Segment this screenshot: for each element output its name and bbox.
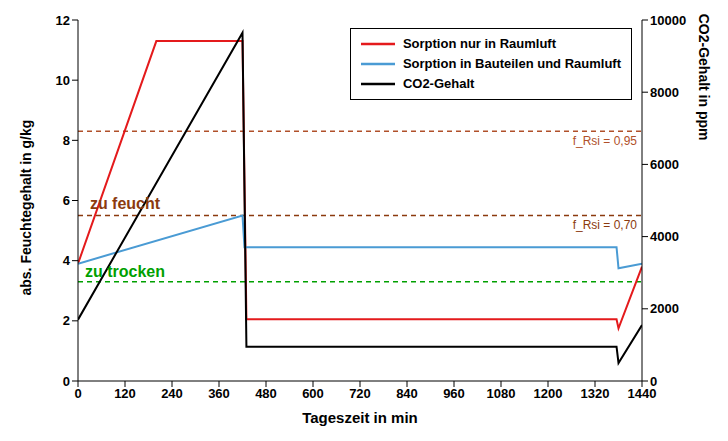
html-text:Sorption nur in Raumluft: Sorption nur in Raumluft: [402, 36, 556, 51]
svg-text:0: 0: [650, 374, 657, 389]
svg-text:f_Rsi = 0,95: f_Rsi = 0,95: [573, 134, 638, 148]
svg-text:8000: 8000: [650, 85, 679, 100]
svg-text:360: 360: [208, 386, 230, 401]
html-text:CO2-Gehalt: CO2-Gehalt: [402, 76, 475, 91]
svg-text:6000: 6000: [650, 157, 679, 172]
svg-text:zu feucht: zu feucht: [90, 195, 161, 212]
svg-text:10: 10: [56, 73, 70, 88]
svg-text:abs. Feuchtegehalt in g/kg: abs. Feuchtegehalt in g/kg: [18, 120, 34, 296]
svg-text:Tageszeit in min: Tageszeit in min: [302, 409, 418, 426]
svg-text:240: 240: [161, 386, 183, 401]
svg-text:6: 6: [63, 193, 70, 208]
svg-text:1200: 1200: [534, 386, 563, 401]
svg-text:1080: 1080: [487, 386, 516, 401]
svg-text:720: 720: [349, 386, 371, 401]
svg-text:0: 0: [63, 374, 70, 389]
svg-text:960: 960: [443, 386, 465, 401]
svg-text:480: 480: [255, 386, 277, 401]
svg-text:12: 12: [56, 13, 70, 28]
svg-text:0: 0: [74, 386, 81, 401]
svg-text:2000: 2000: [650, 301, 679, 316]
svg-text:120: 120: [114, 386, 136, 401]
svg-text:CO2-Gehalt in ppm: CO2-Gehalt in ppm: [696, 14, 712, 141]
svg-text:4000: 4000: [650, 229, 679, 244]
svg-text:8: 8: [63, 133, 70, 148]
svg-text:f_Rsi = 0,70: f_Rsi = 0,70: [573, 218, 638, 232]
svg-text:840: 840: [396, 386, 418, 401]
svg-text:zu trocken: zu trocken: [85, 263, 165, 280]
svg-text:10000: 10000: [650, 13, 686, 28]
svg-text:1320: 1320: [581, 386, 610, 401]
svg-text:2: 2: [63, 313, 70, 328]
svg-text:4: 4: [63, 253, 71, 268]
svg-text:600: 600: [302, 386, 324, 401]
svg-text:1440: 1440: [627, 386, 657, 402]
html-text:Sorption in Bauteilen und Raum: Sorption in Bauteilen und Raumluft: [402, 56, 621, 71]
